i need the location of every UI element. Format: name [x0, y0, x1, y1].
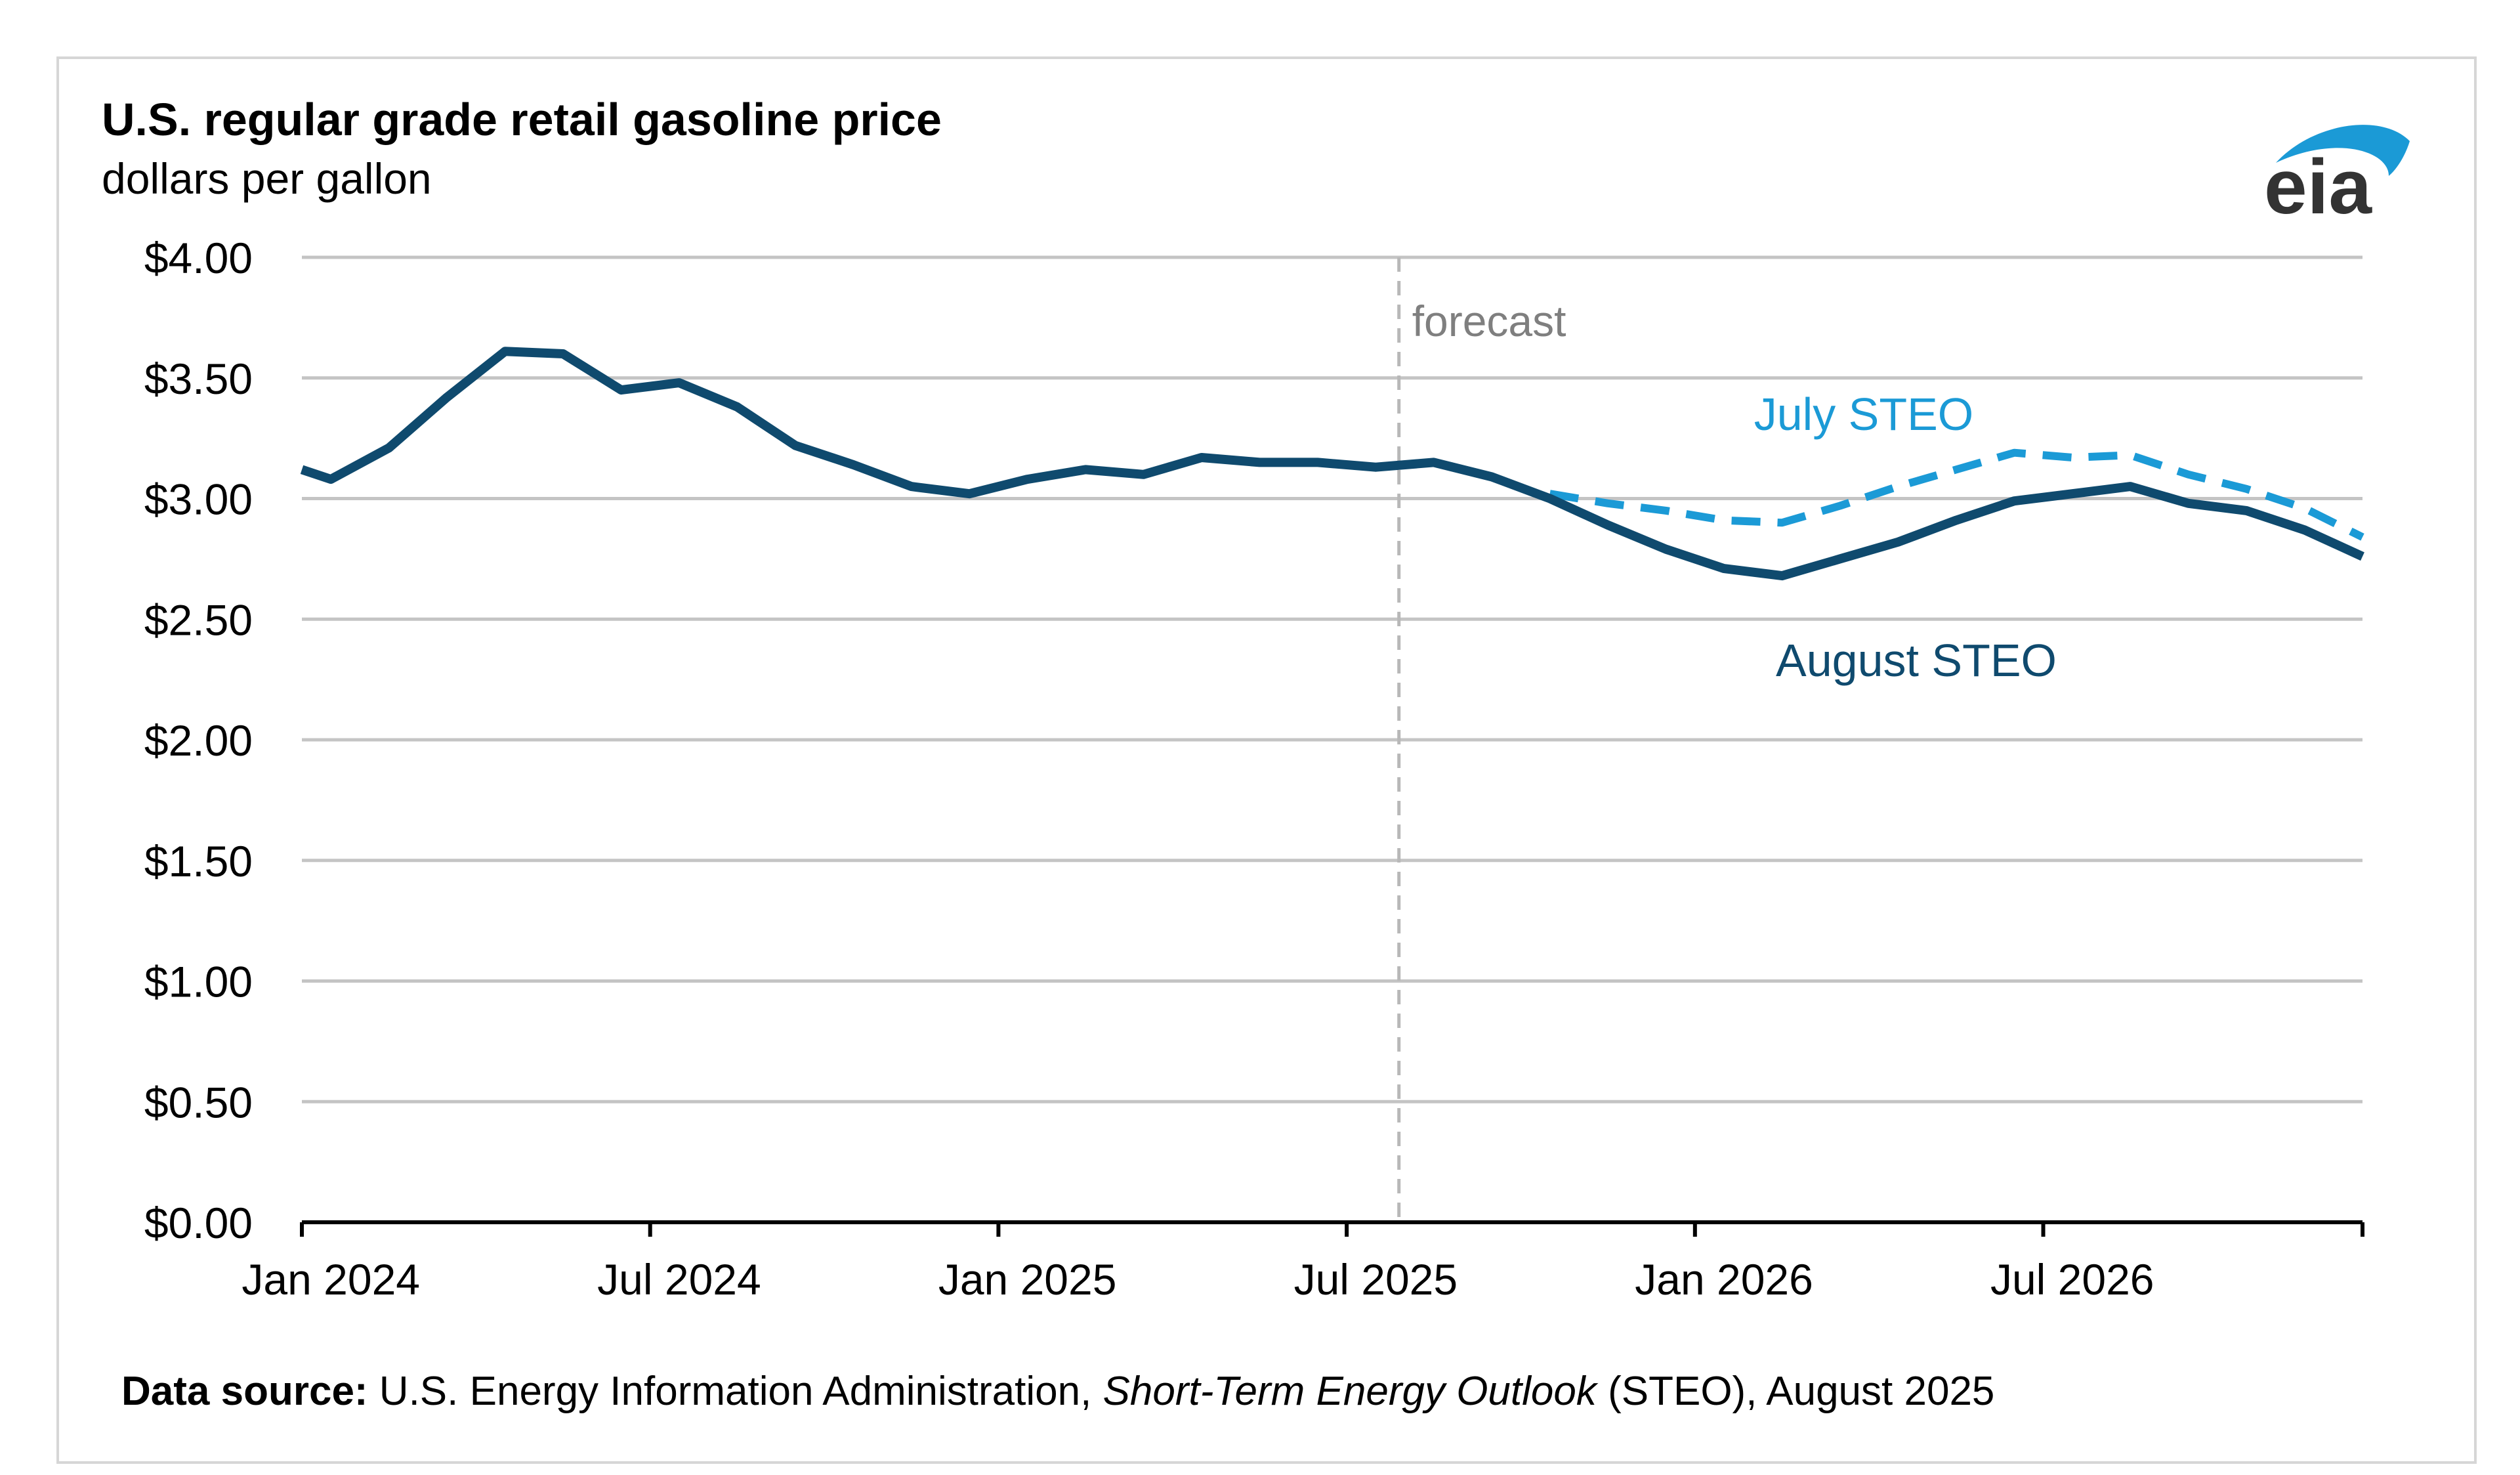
data-source-note: Data source: U.S. Energy Information Adm… [121, 1369, 1994, 1414]
series-annotations: July STEO August STEO [1754, 389, 2057, 686]
y-tick-label: $2.00 [144, 716, 253, 765]
x-tick-label: Jan 2025 [938, 1255, 1117, 1304]
x-tick-label: Jan 2024 [242, 1255, 420, 1304]
eia-logo: eia [2264, 125, 2410, 230]
series-lines [300, 347, 2364, 581]
y-tick-label: $1.50 [144, 837, 253, 886]
data-source-suffix: (STEO), August 2025 [1597, 1369, 1995, 1414]
x-tick-label: Jul 2025 [1294, 1255, 1458, 1304]
x-axis [300, 1220, 2364, 1237]
chart-title: U.S. regular grade retail gasoline price [102, 94, 942, 145]
chart-subtitle: dollars per gallon [102, 154, 432, 203]
data-source-publication: Short-Term Energy Outlook [1103, 1369, 1599, 1414]
annotation-july-steo: July STEO [1754, 389, 1974, 440]
x-tick-label: Jul 2024 [597, 1255, 761, 1304]
forecast-label: forecast [1412, 297, 1566, 345]
y-tick-label: $3.00 [144, 475, 253, 524]
x-axis-tick-labels: Jan 2024 Jul 2024 Jan 2025 Jul 2025 Jan 2026… [242, 1255, 2154, 1304]
forecast-divider-group: forecast [1397, 257, 1566, 1222]
data-source-label: Data source: [121, 1369, 368, 1414]
y-tick-label: $3.50 [144, 354, 253, 403]
y-tick-label: $2.50 [144, 595, 253, 644]
series-line-july-steo [1549, 448, 2364, 541]
y-tick-label: $0.00 [144, 1199, 253, 1247]
data-source-text: U.S. Energy Information Administration, [368, 1369, 1103, 1414]
y-tick-label: $4.00 [144, 234, 253, 282]
y-tick-label: $1.00 [144, 958, 253, 1006]
y-tick-label: $0.50 [144, 1078, 253, 1126]
eia-swoosh-icon [2276, 125, 2410, 176]
series-line-august-steo [300, 347, 2364, 581]
x-tick-label: Jul 2026 [1990, 1255, 2154, 1304]
eia-logo-text: eia [2264, 144, 2372, 230]
chart-frame [56, 56, 2477, 1464]
x-tick-label: Jan 2026 [1635, 1255, 1813, 1304]
y-axis-tick-labels: $4.00 $3.50 $3.00 $2.50 $2.00 $1.50 $1.00 $0.50… [144, 234, 253, 1247]
annotation-august-steo: August STEO [1776, 635, 2057, 686]
